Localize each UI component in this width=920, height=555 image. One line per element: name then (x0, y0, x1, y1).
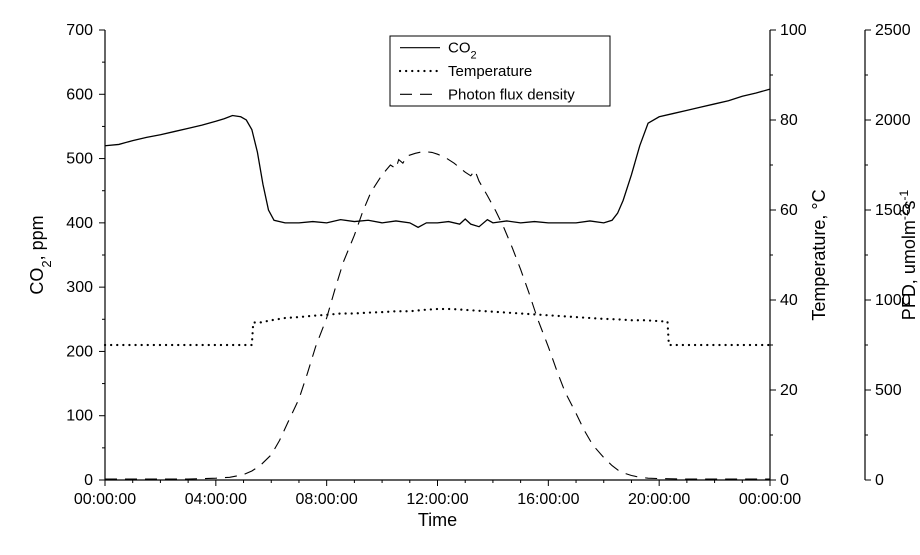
x-tick-label: 00:00:00 (74, 491, 136, 508)
x-tick-label: 08:00:00 (296, 491, 358, 508)
y-right1-tick-label: 60 (780, 202, 798, 219)
y-right2-tick-label: 2000 (875, 112, 911, 129)
y-left-tick-label: 100 (66, 408, 93, 425)
y-right1-tick-label: 80 (780, 112, 798, 129)
y-left-tick-label: 700 (66, 22, 93, 39)
y-right2-axis-label: PFD, umolm-2s-1 (897, 189, 919, 320)
x-axis-label: Time (418, 510, 457, 530)
y-right1-tick-label: 100 (780, 22, 807, 39)
x-tick-label: 12:00:00 (406, 491, 468, 508)
chart-svg: 00:00:00 04:00:00 08:00:00 12:00:00 16:00:00… (0, 0, 920, 555)
y-right2-tick-label: 0 (875, 472, 884, 489)
y-right1-tick-label: 0 (780, 472, 789, 489)
y-right1-tick-label: 40 (780, 292, 798, 309)
y-right1-tick-label: 20 (780, 382, 798, 399)
legend-label: Photon flux density (448, 86, 575, 103)
x-tick-label: 20:00:00 (628, 491, 690, 508)
y-left-tick-label: 400 (66, 215, 93, 232)
y-right2-tick-label: 2500 (875, 22, 911, 39)
x-tick-label: 16:00:00 (517, 491, 579, 508)
chart-container: 00:00:00 04:00:00 08:00:00 12:00:00 16:00:00… (0, 0, 920, 555)
y-right1-axis-label: Temperature, °C (809, 189, 829, 320)
y-left-tick-label: 300 (66, 279, 93, 296)
x-tick-label: 04:00:00 (185, 491, 247, 508)
x-tick-label: 00:00:00 (739, 491, 801, 508)
y-right2-tick-label: 500 (875, 382, 902, 399)
y-left-tick-label: 200 (66, 343, 93, 360)
y-left-tick-label: 0 (84, 472, 93, 489)
y-left-tick-label: 500 (66, 151, 93, 168)
legend-label: Temperature (448, 63, 532, 80)
y-left-tick-label: 600 (66, 86, 93, 103)
